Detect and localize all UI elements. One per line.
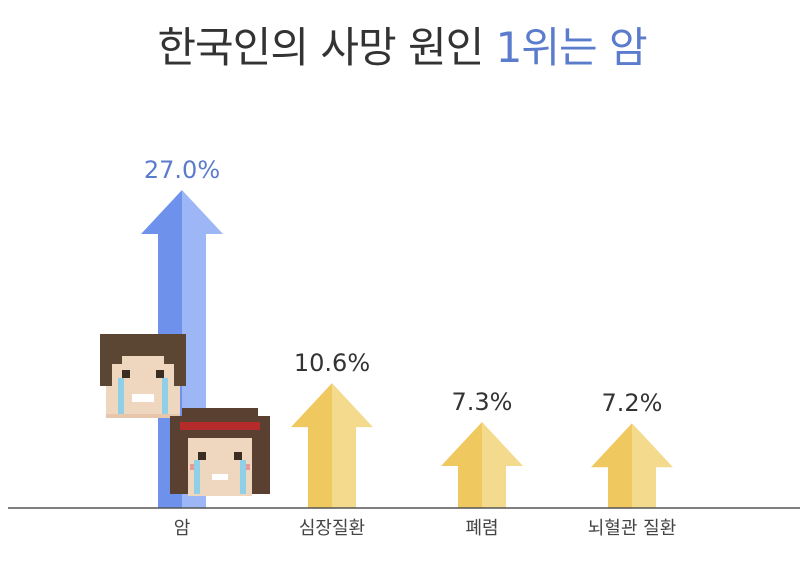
- chart-title: 한국인의 사망 원인 1위는 암: [0, 14, 804, 75]
- crying-woman-icon: [170, 408, 270, 496]
- value-label-3: 7.3%: [452, 388, 513, 416]
- category-label-2: 심장질환: [299, 518, 365, 539]
- bar-arrow-2: [291, 383, 373, 508]
- category-label-4: 뇌혈관 질환: [588, 518, 677, 539]
- value-label-1: 27.0%: [144, 156, 220, 184]
- bar-arrow-3: [441, 422, 523, 508]
- crying-man-icon: [100, 334, 186, 418]
- category-label-3: 폐렴: [465, 518, 498, 539]
- title-main: 한국인의 사망 원인: [157, 23, 484, 72]
- value-label-4: 7.2%: [602, 389, 663, 417]
- category-label-1: 암: [174, 518, 191, 539]
- title-highlight: 1위는 암: [495, 23, 648, 72]
- bar-arrow-4: [591, 423, 673, 508]
- value-label-2: 10.6%: [294, 349, 370, 377]
